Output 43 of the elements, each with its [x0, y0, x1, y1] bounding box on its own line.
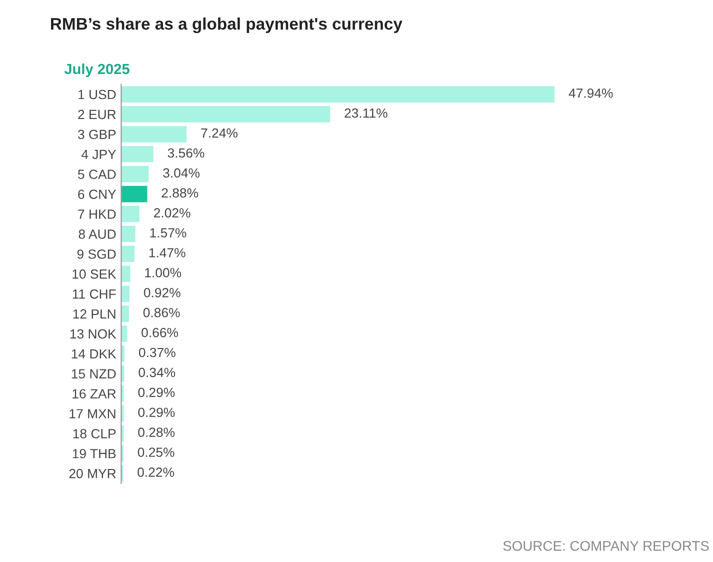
y-tick-label: 1 USD — [78, 90, 116, 100]
data-label: 0.29% — [138, 388, 175, 398]
source-note: SOURCE: COMPANY REPORTS — [503, 540, 709, 551]
data-label: 7.24% — [201, 128, 238, 138]
data-label: 0.92% — [144, 288, 180, 298]
y-tick-label: 11 CHF — [72, 289, 116, 299]
data-label: 0.34% — [138, 368, 176, 378]
y-tick-label: 15 NZD — [72, 369, 116, 378]
data-label: 1.47% — [149, 248, 186, 258]
y-tick-label: 6 CNY — [78, 190, 116, 199]
y-tick-label: 10 SEK — [72, 269, 116, 279]
data-label: 3.04% — [163, 168, 200, 178]
data-label: 23.11% — [344, 108, 388, 118]
data-label: 2.02% — [154, 208, 190, 218]
y-tick-label: 4 JPY — [81, 150, 116, 160]
data-label: 0.25% — [138, 448, 174, 457]
data-label: 1.57% — [150, 228, 186, 238]
data-label: 0.29% — [138, 408, 175, 418]
y-tick-label: 3 GBP — [78, 130, 116, 140]
y-tick-label: 17 MXN — [70, 409, 116, 418]
y-tick-label: 20 MYR — [69, 468, 116, 478]
y-tick-label: 14 DKK — [72, 349, 116, 358]
y-tick-label: 18 CLP — [73, 429, 116, 438]
data-label: 1.00% — [145, 268, 182, 278]
y-tick-label: 2 EUR — [78, 110, 116, 120]
data-label: 0.37% — [138, 348, 176, 358]
data-label: 0.86% — [143, 308, 180, 318]
y-tick-label: 7 HKD — [78, 210, 116, 219]
y-tick-label: 12 PLN — [73, 309, 116, 319]
chart-title: RMB’s share as a global payment's currency — [51, 17, 402, 34]
y-tick-label: 16 ZAR — [72, 389, 116, 398]
data-label: 47.94% — [568, 88, 613, 98]
y-tick-label: 13 NOK — [70, 329, 116, 339]
data-label: 0.66% — [142, 328, 178, 338]
y-tick-label: 9 SGD — [77, 249, 116, 259]
y-tick-label: 8 AUD — [78, 230, 116, 239]
y-tick-label: 19 THB — [72, 448, 116, 458]
y-tick-label: 5 CAD — [78, 170, 116, 179]
data-label: 2.88% — [162, 188, 198, 198]
data-label: 0.28% — [138, 428, 175, 437]
data-label: 0.22% — [138, 468, 174, 477]
data-label: 3.56% — [168, 148, 204, 158]
chart-subtitle: July 2025 — [64, 63, 130, 78]
